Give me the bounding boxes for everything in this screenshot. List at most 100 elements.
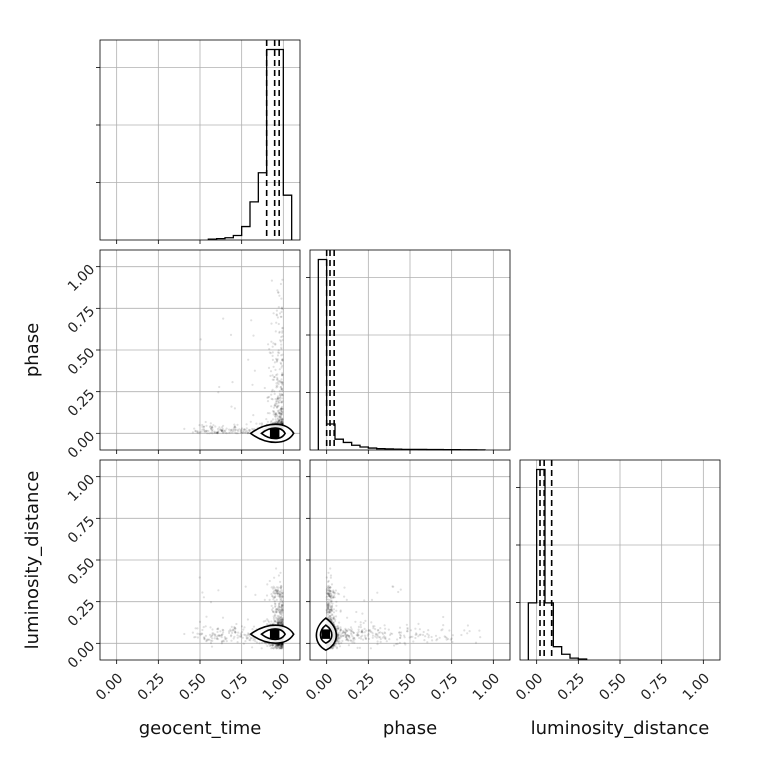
scatter-point <box>275 607 278 611</box>
scatter-point <box>280 644 283 647</box>
scatter-point <box>276 589 279 592</box>
scatter-point <box>278 412 281 415</box>
scatter-point <box>247 636 250 640</box>
scatter-point <box>281 609 284 613</box>
scatter-point <box>280 592 283 595</box>
scatter-point <box>281 604 284 607</box>
scatter-point <box>233 426 236 429</box>
scatter-point <box>276 354 280 357</box>
scatter-point <box>270 279 273 282</box>
scatter-point <box>280 315 283 318</box>
scatter-point <box>277 620 280 623</box>
scatter-point <box>279 415 282 419</box>
scatter-point <box>196 431 199 434</box>
scatter-point <box>194 635 197 639</box>
scatter-point <box>275 400 278 403</box>
scatter-point <box>278 421 281 424</box>
panel-phase-vs-geocent-time <box>96 249 301 454</box>
scatter-point <box>240 431 243 434</box>
scatter-point <box>243 428 246 431</box>
scatter-point <box>240 428 243 431</box>
scatter-point <box>233 630 236 633</box>
scatter-point <box>276 592 279 595</box>
scatter-point <box>245 635 248 638</box>
scatter-point <box>275 360 278 363</box>
scatter-point <box>220 634 223 637</box>
scatter-point <box>277 645 280 649</box>
scatter-point <box>277 592 280 595</box>
scatter-point <box>276 358 279 361</box>
scatter-point <box>280 610 283 613</box>
scatter-point <box>243 428 246 431</box>
scatter-point <box>271 643 274 647</box>
scatter-point <box>198 431 202 434</box>
scatter-point <box>281 606 284 609</box>
scatter-point <box>208 425 212 429</box>
scatter-point <box>281 397 284 400</box>
scatter-point <box>203 429 206 432</box>
scatter-point <box>280 297 283 300</box>
scatter-point <box>234 431 237 434</box>
scatter-point <box>277 574 280 577</box>
scatter-point <box>193 636 196 639</box>
scatter-point <box>280 381 283 384</box>
scatter-point <box>281 359 284 362</box>
scatter-point <box>216 635 219 638</box>
scatter-point <box>271 418 275 421</box>
scatter-point <box>278 643 281 647</box>
scatter-point <box>218 634 221 637</box>
scatter-point <box>252 639 255 642</box>
scatter-point <box>205 429 208 433</box>
scatter-point <box>253 369 256 372</box>
scatter-point <box>212 424 215 427</box>
scatter-point <box>276 621 279 624</box>
scatter-point <box>205 615 208 618</box>
scatter-point <box>198 424 201 427</box>
scatter-point <box>280 393 283 396</box>
scatter-point <box>281 326 284 329</box>
scatter-point <box>281 421 284 425</box>
scatter-point <box>275 384 278 387</box>
scatter-point <box>198 632 201 636</box>
scatter-point <box>275 647 278 650</box>
scatter-point <box>281 421 284 424</box>
scatter-point <box>183 632 186 636</box>
scatter-point <box>279 599 282 602</box>
scatter-point <box>280 585 283 588</box>
scatter-point <box>278 595 281 599</box>
scatter-point <box>237 631 240 634</box>
scatter-point <box>273 404 276 407</box>
scatter-point <box>270 593 273 596</box>
scatter-point <box>281 412 284 415</box>
scatter-point <box>279 421 283 424</box>
scatter-point <box>274 620 277 623</box>
scatter-point <box>258 642 261 645</box>
scatter-point <box>280 646 283 650</box>
scatter-point <box>266 583 269 586</box>
scatter-point <box>268 598 271 602</box>
scatter-point <box>274 609 277 612</box>
scatter-point <box>277 590 280 593</box>
scatter-point <box>233 407 236 410</box>
scatter-point <box>203 431 206 434</box>
scatter-point <box>202 427 205 431</box>
scatter-point <box>244 640 247 643</box>
scatter-point <box>221 431 225 434</box>
scatter-point <box>280 646 283 649</box>
scatter-point <box>231 631 234 635</box>
scatter-point <box>281 644 284 647</box>
scatter-point <box>281 335 284 338</box>
scatter-point <box>199 338 202 341</box>
scatter-point <box>271 345 274 348</box>
scatter-point <box>277 615 281 618</box>
scatter-point <box>277 349 280 352</box>
scatter-point <box>214 635 217 638</box>
scatter-point <box>230 634 233 637</box>
scatter-point <box>281 609 284 612</box>
scatter-point <box>236 432 239 435</box>
scatter-point <box>236 634 239 637</box>
scatter-point <box>277 399 280 402</box>
scatter-point <box>276 414 279 418</box>
scatter-point <box>273 618 276 621</box>
scatter-point <box>267 366 271 369</box>
